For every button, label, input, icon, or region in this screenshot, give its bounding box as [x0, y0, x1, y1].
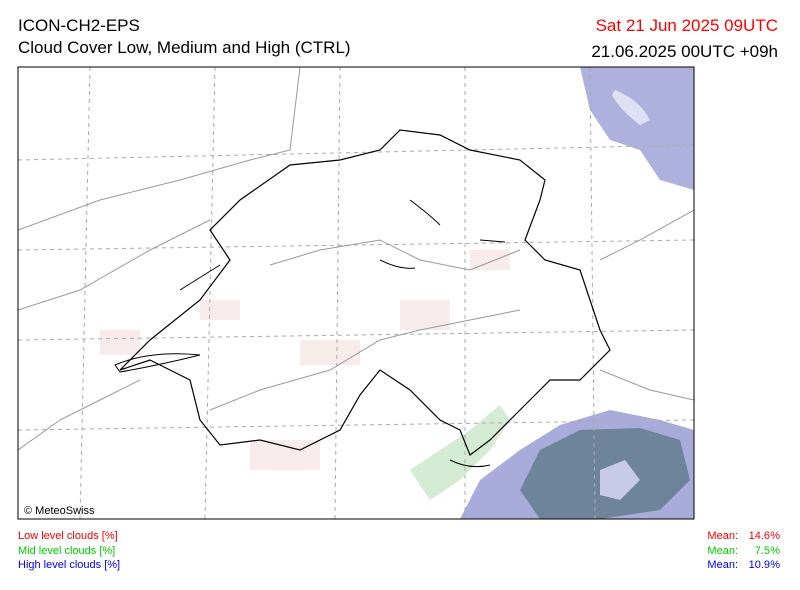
valid-time: Sat 21 Jun 2025 09UTC — [595, 16, 778, 35]
map-frame — [17, 66, 695, 520]
legend-label: High level clouds [%] — [18, 559, 121, 571]
cloud-field — [100, 67, 694, 519]
mean-unit: % — [770, 530, 780, 542]
regional-borders — [18, 67, 694, 451]
mean-label: Mean: — [707, 544, 738, 557]
legend-label: Low level clouds [%] — [18, 530, 118, 542]
lakes — [114, 199, 506, 468]
mean-value: 10.9 — [748, 559, 770, 571]
legend-label: Mid level clouds [%] — [18, 544, 116, 557]
product-name: Cloud Cover Low, Medium and High (CTRL) — [18, 38, 351, 57]
mean-value: 14.6 — [748, 530, 770, 542]
run-time: 21.06.2025 00UTC +09h — [591, 42, 778, 61]
country-border — [119, 129, 611, 456]
mean-label: Mean: — [707, 559, 738, 571]
credit: © MeteoSwiss — [24, 505, 95, 517]
mean-label: Mean: — [707, 530, 738, 542]
model-name: ICON-CH2-EPS — [18, 16, 140, 35]
mean-unit: % — [770, 544, 780, 557]
mean-value: 7.5 — [754, 544, 770, 557]
mean-unit: % — [770, 559, 780, 571]
